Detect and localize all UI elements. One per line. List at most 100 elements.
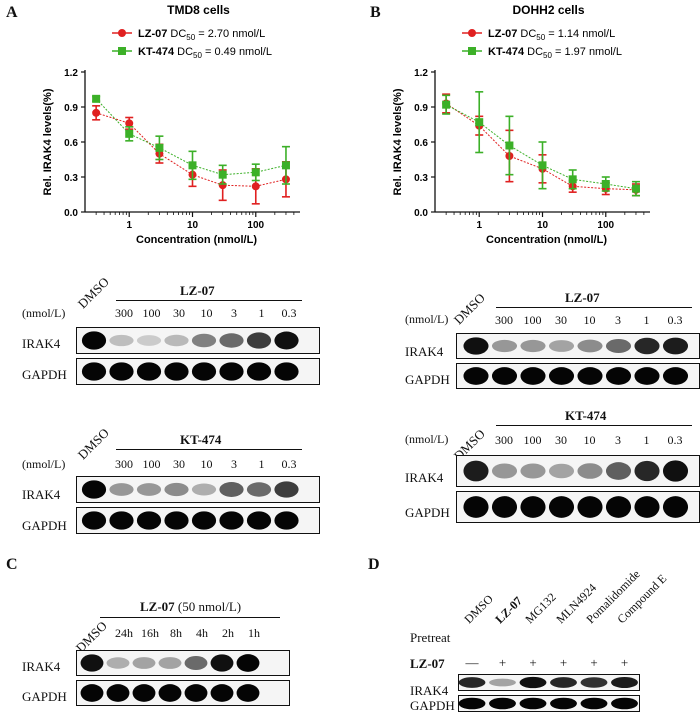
band <box>605 367 632 385</box>
lane-label: 3 <box>231 306 237 320</box>
panel-label-a: A <box>6 4 18 21</box>
row-label-gapdh: GAPDH <box>22 367 67 382</box>
band <box>634 367 660 385</box>
band <box>109 362 134 381</box>
band <box>184 656 208 670</box>
y-axis-label: Rel. IRAK4 levels(%) <box>42 88 54 195</box>
band <box>136 362 162 381</box>
row-label-irak4: IRAK4 <box>410 683 449 698</box>
y-tick-label: 0.0 <box>64 208 78 219</box>
band <box>81 511 107 530</box>
band <box>106 657 130 669</box>
data-point <box>92 94 101 103</box>
band <box>550 677 577 688</box>
legend-entry: LZ-07 DC50 = 1.14 nmol/L <box>488 28 615 42</box>
blot-image <box>76 650 290 706</box>
lane-label: 2h <box>222 626 234 640</box>
band <box>489 697 516 710</box>
blot-header: LZ-07 <box>180 283 215 298</box>
data-point <box>505 141 514 150</box>
lane-label: 100 <box>142 306 161 320</box>
band <box>236 684 260 702</box>
lane-label: 3 <box>231 457 237 471</box>
band <box>520 339 546 353</box>
pretreat-column-label: MG132 <box>522 589 559 627</box>
chart-title: DOHH2 cells <box>512 3 584 17</box>
band <box>550 697 577 710</box>
legend-marker <box>468 29 476 37</box>
band <box>81 331 107 350</box>
x-tick-label: 100 <box>597 220 614 231</box>
band <box>136 335 162 346</box>
band <box>274 331 299 350</box>
lane-label: 8h <box>170 626 182 640</box>
band <box>577 463 603 479</box>
x-axis-label: Concentration (nmol/L) <box>486 234 607 246</box>
unit-label: (nmol/L) <box>22 457 66 471</box>
row-label-gapdh: GAPDH <box>410 698 455 713</box>
band <box>164 362 189 381</box>
band <box>491 367 518 385</box>
lane-label: 1 <box>258 306 265 320</box>
y-tick-label: 0.3 <box>64 173 78 184</box>
band <box>548 340 575 352</box>
band <box>519 697 547 710</box>
y-tick-label: 0.0 <box>414 208 428 219</box>
blot-image <box>76 476 320 534</box>
header-line <box>496 425 692 426</box>
row-label-irak4: IRAK4 <box>405 470 444 485</box>
lane-label: 30 <box>173 306 185 320</box>
lane-label: 24h <box>115 626 133 640</box>
band <box>81 480 107 499</box>
lane-label: 1 <box>643 313 650 327</box>
lane-label: 3 <box>615 433 621 447</box>
header-compound: LZ-07 <box>140 599 175 614</box>
chart-title: TMD8 cells <box>167 3 230 17</box>
data-point <box>188 161 197 170</box>
band <box>463 367 489 385</box>
band <box>164 511 189 530</box>
data-point <box>442 100 451 109</box>
lane-label: 300 <box>495 313 513 327</box>
blot-image <box>458 674 640 712</box>
band <box>80 684 104 702</box>
band <box>236 654 260 672</box>
band <box>458 677 486 688</box>
legend-entry: KT-474 DC50 = 1.97 nmol/L <box>488 46 622 60</box>
band <box>246 362 272 381</box>
blot-image <box>456 455 700 523</box>
band <box>219 333 244 348</box>
band <box>191 362 217 381</box>
data-point <box>125 129 134 138</box>
data-point <box>125 119 134 128</box>
blot-header: KT-474 <box>180 432 222 447</box>
x-tick-label: 100 <box>247 220 264 231</box>
band <box>191 483 217 496</box>
legend-entry: KT-474 DC50 = 0.49 nmol/L <box>138 46 272 60</box>
lane-label: 1h <box>248 626 260 640</box>
data-point <box>601 180 610 188</box>
band <box>580 697 608 710</box>
band <box>246 482 272 497</box>
data-point <box>155 143 164 152</box>
lane-label: 300 <box>115 306 133 320</box>
band <box>491 496 518 518</box>
series-line <box>445 104 637 190</box>
lane-label: 100 <box>142 457 161 471</box>
y-tick-label: 0.6 <box>414 138 428 149</box>
band <box>634 337 660 355</box>
band <box>109 511 134 530</box>
lane-label: 1 <box>258 457 265 471</box>
band <box>274 481 299 498</box>
lane-label: 0.3 <box>281 457 297 471</box>
row-label-gapdh: GAPDH <box>22 518 67 533</box>
band <box>463 496 489 518</box>
band <box>491 339 518 353</box>
data-point <box>538 161 547 170</box>
lane-label: 30 <box>555 313 567 327</box>
band <box>662 367 689 385</box>
y-tick-label: 0.3 <box>414 173 428 184</box>
y-tick-label: 1.2 <box>414 68 428 79</box>
y-tick-label: 0.9 <box>64 103 78 114</box>
lane-label: 10 <box>583 433 596 447</box>
